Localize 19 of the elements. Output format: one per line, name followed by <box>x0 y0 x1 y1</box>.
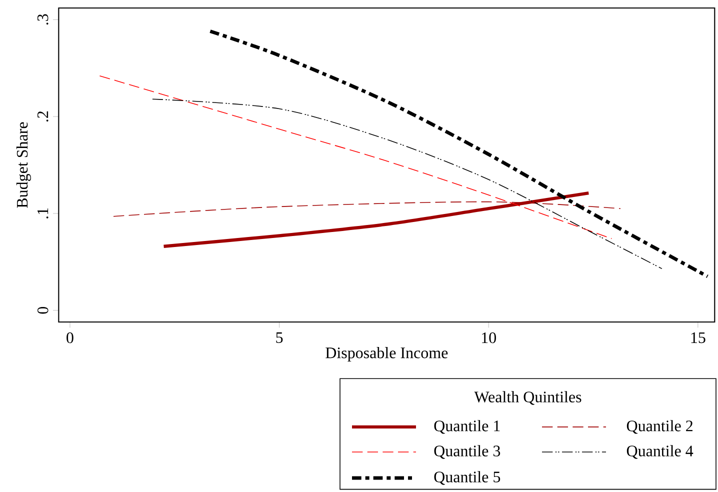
line-series <box>99 75 612 240</box>
y-tick-label: 0 <box>37 306 48 314</box>
x-axis-title: Disposable Income <box>326 347 448 362</box>
y-tick-label: .1 <box>37 208 48 218</box>
legend-label: Quantile 5 <box>434 471 500 485</box>
legend-label: Quantile 2 <box>626 420 692 434</box>
x-tick-label: 0 <box>66 332 74 344</box>
line-series <box>208 30 710 278</box>
x-tick-label: 15 <box>691 332 706 344</box>
y-tick-label: .3 <box>37 14 48 25</box>
legend-label: Quantile 4 <box>626 445 694 459</box>
x-tick-label: 10 <box>482 332 496 344</box>
line-series <box>152 98 662 270</box>
x-tick-label: 5 <box>276 332 283 344</box>
legend-title: Wealth Quintiles <box>474 391 582 405</box>
legend-label: Quantile 1 <box>434 420 500 434</box>
y-axis-title: Budget Share <box>16 122 31 208</box>
legend-label: Quantile 3 <box>434 445 500 459</box>
y-tick-label: .2 <box>37 111 48 122</box>
